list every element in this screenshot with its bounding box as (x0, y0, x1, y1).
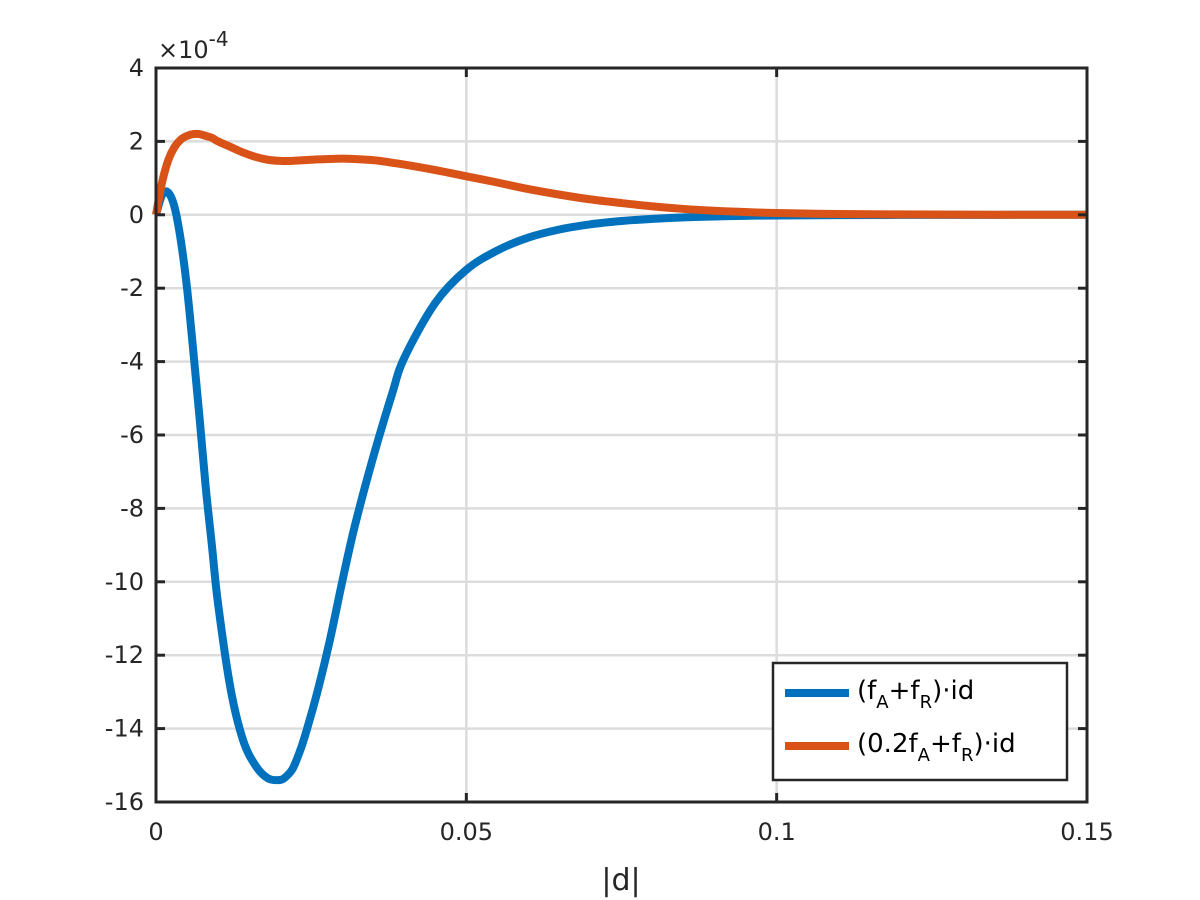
legend: (fA+fR)·id (0.2fA+fR)·id (771, 661, 1069, 782)
x-tick-label: 0 (148, 818, 163, 846)
y-tick-label: -4 (120, 348, 144, 376)
legend-label-series-1: (fA+fR)·id (857, 676, 974, 713)
y-tick-label: -8 (120, 494, 144, 522)
y-tick-label: -14 (105, 715, 144, 743)
axis-ticks (154, 66, 1089, 804)
series-line-2 (152, 129, 1088, 219)
series-lines (152, 129, 1088, 785)
tick-labels: 420-2-4-6-8-10-12-14-160 0.05 0.1 0.15 (105, 54, 1114, 846)
legend-box (771, 661, 1069, 782)
x-axis-label: |d| (601, 863, 640, 898)
x-tick-label: 0.1 (758, 818, 796, 846)
y-tick-label: -2 (120, 274, 144, 302)
y-tick-label: 4 (129, 54, 144, 82)
y-exponent-label: ×10-4 (158, 27, 229, 64)
y-tick-label: -16 (105, 788, 144, 816)
y-tick-label: 0 (129, 201, 144, 229)
y-tick-label: 2 (129, 127, 144, 155)
legend-label-series-2: (0.2fA+fR)·id (857, 729, 1016, 766)
y-tick-label: -12 (105, 641, 144, 669)
series-line-1 (152, 187, 1088, 785)
x-tick-label: 0.15 (1060, 818, 1113, 846)
y-tick-label: -10 (105, 568, 144, 596)
y-tick-label: -6 (120, 421, 144, 449)
x-tick-label: 0.05 (440, 818, 493, 846)
